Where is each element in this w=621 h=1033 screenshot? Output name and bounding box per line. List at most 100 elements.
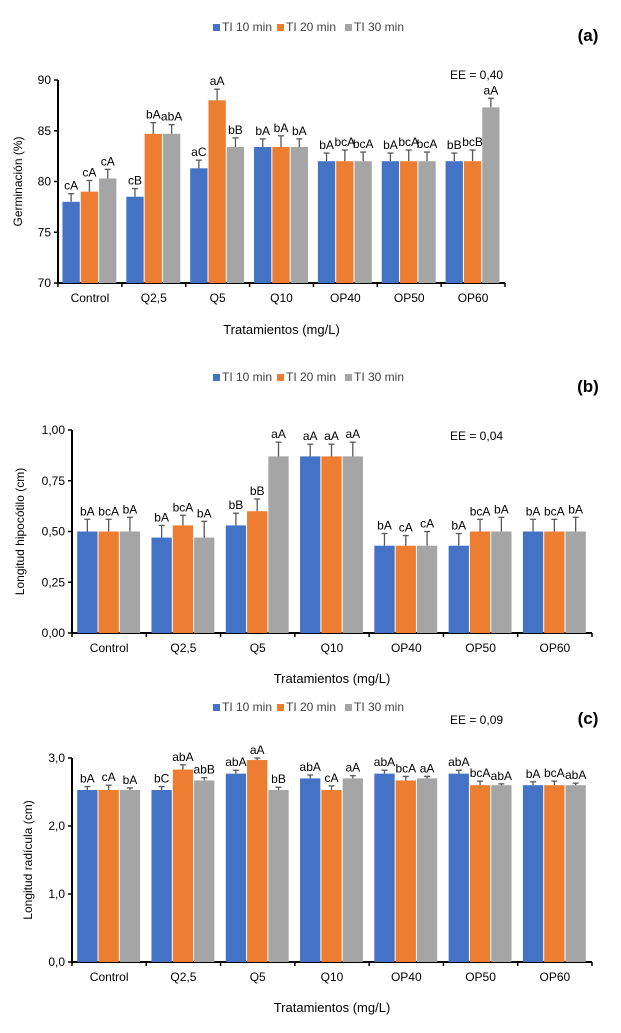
- significance-label: abB: [194, 763, 215, 777]
- significance-label: bA: [197, 506, 212, 520]
- x-tick-label: OP60: [458, 291, 489, 305]
- bar: [544, 785, 565, 962]
- significance-label: abA: [225, 755, 246, 769]
- bar: [247, 760, 268, 962]
- bar: [336, 161, 354, 283]
- x-tick-label: Q5: [250, 641, 266, 655]
- panel-label: (a): [578, 26, 599, 45]
- bar: [491, 785, 512, 962]
- significance-label: abA: [172, 750, 193, 764]
- significance-label: bA: [377, 519, 392, 533]
- significance-label: bA: [123, 773, 138, 787]
- bar: [448, 545, 469, 633]
- significance-label: aA: [420, 761, 435, 775]
- significance-label: bcA: [470, 504, 491, 518]
- significance-label: bB: [447, 138, 462, 152]
- significance-label: abA: [565, 768, 586, 782]
- significance-label: bcA: [470, 766, 491, 780]
- bar: [225, 525, 247, 633]
- bar: [522, 531, 544, 633]
- significance-label: bB: [228, 123, 243, 137]
- significance-label: aA: [271, 427, 286, 441]
- legend-swatch: [277, 24, 284, 31]
- y-tick-label: 0,25: [42, 575, 66, 589]
- significance-label: bA: [292, 124, 307, 138]
- y-tick-label: 80: [38, 175, 52, 189]
- legend-label: TI 10 min: [222, 370, 272, 384]
- bar: [194, 537, 215, 633]
- bar: [300, 778, 321, 962]
- x-tick-label: Q5: [210, 291, 226, 305]
- x-tick-label: Q2,5: [170, 641, 196, 655]
- bar: [448, 773, 469, 962]
- bar: [172, 769, 194, 962]
- y-axis-title: Longitud hipocótilo (cm): [13, 468, 27, 595]
- significance-label: bcA: [544, 766, 565, 780]
- ee-annotation: EE = 0,04: [450, 429, 503, 443]
- bar: [374, 545, 395, 633]
- bar: [144, 133, 162, 283]
- bar: [190, 168, 208, 283]
- significance-label: bA: [568, 502, 583, 516]
- legend-swatch: [213, 704, 220, 711]
- bar: [418, 161, 436, 283]
- legend-label: TI 30 min: [354, 370, 404, 384]
- bar: [208, 100, 226, 283]
- bar: [290, 146, 308, 283]
- panel-label: (c): [578, 709, 599, 728]
- significance-label: aA: [345, 761, 360, 775]
- x-tick-label: Control: [90, 641, 129, 655]
- bar: [522, 785, 544, 962]
- significance-label: aC: [191, 145, 207, 159]
- bar: [119, 531, 141, 633]
- chart-panel-a: TI 10 min TI 20 min TI 30 min (a) EE = 0,40 7…: [11, 20, 598, 337]
- significance-label: bcA: [417, 137, 438, 151]
- y-axis-title: Germinación (%): [11, 136, 25, 226]
- x-tick-label: OP60: [540, 970, 571, 984]
- y-tick-label: 0,0: [48, 955, 65, 969]
- significance-label: bC: [154, 772, 170, 786]
- legend-label: TI 20 min: [286, 20, 336, 34]
- x-tick-label: Control: [90, 970, 129, 984]
- bar: [416, 545, 438, 633]
- bar: [172, 525, 194, 633]
- legend-label: TI 10 min: [222, 700, 272, 714]
- y-tick-label: 1,0: [48, 887, 65, 901]
- bar: [226, 146, 245, 283]
- y-tick-label: 0,00: [42, 626, 66, 640]
- bar: [395, 780, 416, 962]
- bar: [321, 789, 342, 962]
- legend-label: TI 30 min: [354, 20, 404, 34]
- series-2: bA bA aA aA cA bA bA: [119, 427, 586, 633]
- x-axis-title: Tratamientos (mg/L): [274, 671, 391, 686]
- significance-label: aA: [250, 743, 265, 757]
- significance-label: bA: [494, 502, 509, 516]
- bar: [98, 789, 119, 962]
- significance-label: cA: [101, 154, 115, 168]
- legend-item: TI 30 min: [345, 700, 404, 714]
- significance-label: cA: [64, 179, 78, 193]
- bar: [354, 161, 372, 283]
- bar: [194, 780, 215, 962]
- significance-label: bA: [123, 502, 138, 516]
- legend-item: TI 30 min: [345, 370, 404, 384]
- significance-label: bA: [319, 138, 334, 152]
- significance-label: bA: [274, 121, 289, 135]
- legend-swatch: [213, 24, 220, 31]
- bar: [445, 161, 463, 283]
- y-axis-title: Longitud radícula (cm): [21, 800, 35, 919]
- bar: [80, 191, 99, 283]
- bar: [126, 196, 144, 283]
- bar: [482, 107, 500, 283]
- significance-label: abA: [161, 110, 182, 124]
- significance-label: abA: [491, 769, 512, 783]
- bar: [99, 178, 117, 283]
- legend-item: TI 10 min: [213, 20, 272, 34]
- bar: [491, 531, 512, 633]
- legend-label: TI 20 min: [286, 700, 336, 714]
- bar: [225, 773, 247, 962]
